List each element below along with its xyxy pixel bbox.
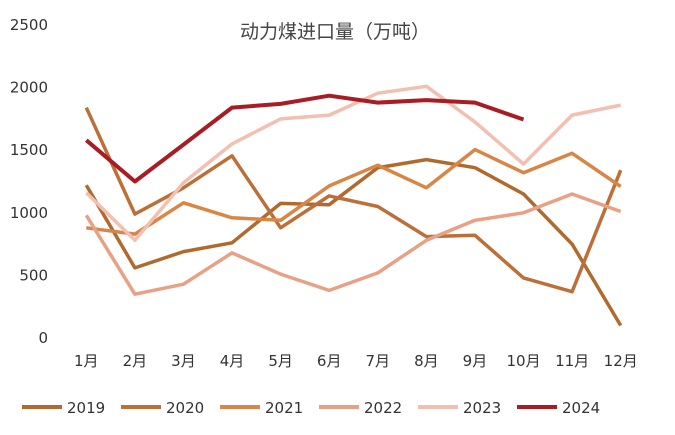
y-tick-label: 500	[19, 266, 48, 284]
x-tick-label: 9月	[463, 352, 488, 370]
y-tick-label: 1000	[10, 204, 48, 222]
x-tick-label: 2月	[123, 352, 148, 370]
series-line-2020	[84, 106, 623, 294]
x-tick-label: 7月	[366, 352, 391, 370]
x-tick-label: 1月	[74, 352, 99, 370]
x-tick-label: 10月	[506, 352, 540, 370]
x-tick-label: 5月	[268, 352, 293, 370]
x-tick-label: 4月	[220, 352, 245, 370]
series-line-2019	[84, 157, 623, 327]
legend-label-2020: 2020	[166, 399, 204, 417]
legend-label-2023: 2023	[463, 399, 501, 417]
x-tick-label: 6月	[317, 352, 342, 370]
legend-label-2019: 2019	[67, 399, 105, 417]
y-tick-label: 2500	[10, 16, 48, 34]
legend-label-2021: 2021	[265, 399, 303, 417]
y-tick-label: 0	[38, 329, 48, 347]
series-lines	[84, 84, 623, 327]
y-axis-tick-labels: 0 500 1000 1500 2000 2500	[10, 16, 48, 347]
series-line-2023	[85, 84, 622, 243]
series-line-2021	[86, 147, 622, 236]
x-tick-label: 12月	[604, 352, 638, 370]
legend-label-2024: 2024	[562, 399, 600, 417]
x-tick-label: 8月	[414, 352, 439, 370]
chart-title: 动力煤进口量（万吨）	[240, 21, 430, 43]
x-tick-label: 11月	[555, 352, 589, 370]
series-line-2022	[84, 192, 622, 296]
y-tick-label: 2000	[10, 79, 48, 97]
x-axis-tick-labels: 1月 2月 3月 4月 5月 6月 7月 8月 9月 10月 11月 12月	[74, 352, 638, 370]
y-tick-label: 1500	[10, 141, 48, 159]
x-tick-label: 3月	[171, 352, 196, 370]
legend: 2019 2020 2021 2022 2023 2024	[22, 399, 600, 417]
legend-label-2022: 2022	[364, 399, 402, 417]
series-line-2024	[85, 93, 525, 184]
